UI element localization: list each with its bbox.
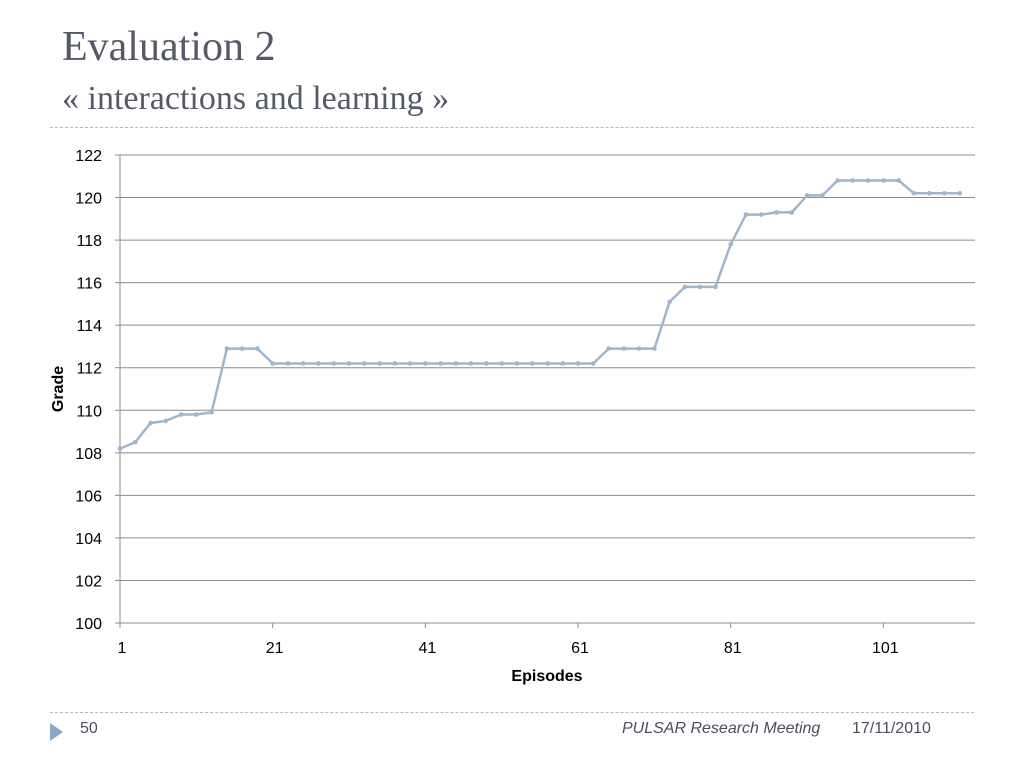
data-point [529,361,535,366]
y-axis-label: Grade [50,366,67,412]
data-point [453,361,459,366]
data-point [285,361,291,366]
data-point [865,178,871,183]
data-point [591,361,596,366]
data-point [835,178,840,183]
data-point [850,178,856,183]
data-point [820,193,825,198]
data-point [148,420,153,426]
data-point [881,178,886,183]
data-point [652,346,657,351]
data-point [682,284,688,290]
slide-subtitle: « interactions and learning » [62,80,450,117]
y-tick-label: 106 [75,488,102,505]
x-tick-label: 1 [118,640,127,657]
data-point [804,193,810,198]
data-point [423,361,428,366]
data-point [438,361,443,366]
data-point [407,361,413,366]
data-point [117,446,123,451]
gridlines [120,154,975,581]
y-tick-label: 112 [76,361,102,378]
title-divider [50,127,974,128]
y-tick-labels: 100 102 104 106 108 110 112 114 116 118 120 122 [75,148,102,633]
footer-divider [50,712,974,713]
y-tick-label: 102 [75,573,102,590]
x-tick-label: 61 [571,640,589,657]
data-point [224,346,230,351]
data-point [728,242,734,247]
data-point [758,212,764,217]
y-tick-label: 108 [75,446,102,463]
slide-title: Evaluation 2 [62,24,276,70]
data-point [132,439,138,445]
data-point [468,361,474,366]
meeting-name: PULSAR Research Meeting [622,720,821,737]
data-point [316,361,321,366]
data-point [346,361,352,366]
data-point [713,284,718,290]
data-point [560,361,566,366]
y-tick-label: 100 [75,616,102,633]
x-tick-labels: 1 21 41 61 81 101 [118,640,899,657]
y-tick-label: 118 [76,233,102,250]
y-tick-label: 120 [75,191,102,208]
data-point [774,210,779,215]
data-point [331,361,337,366]
x-tick-label: 41 [418,640,436,657]
series-grade [117,178,963,451]
data-point [178,412,184,417]
data-point [255,346,260,351]
x-tick-label: 21 [266,640,284,657]
data-point [606,346,611,351]
page-number: 50 [80,720,98,737]
data-point [942,190,947,196]
data-point [377,361,382,366]
data-point [911,190,917,196]
y-tick-label: 122 [75,148,102,165]
data-point [575,361,581,366]
data-point [209,410,214,415]
data-point [789,210,795,215]
line-chart: 100 102 104 106 108 110 112 114 116 118 120 122 1 21… [50,148,975,685]
data-point [163,418,169,424]
y-tick-label: 116 [76,276,102,293]
play-triangle-icon[interactable] [50,723,63,741]
data-point [697,284,703,290]
data-point [926,190,932,196]
meeting-date: 17/11/2010 [852,720,931,737]
y-tick-label: 110 [76,403,102,420]
data-point [545,361,550,366]
y-tick-label: 114 [76,318,102,335]
data-point [239,346,245,351]
data-point [621,346,627,351]
series-line [119,179,960,450]
data-point [957,190,963,196]
axes [115,154,975,628]
data-point [361,361,367,366]
y-tick-label: 104 [75,531,102,548]
data-point [896,178,901,183]
data-point [636,346,642,351]
data-point [743,212,749,217]
data-point [270,361,275,366]
x-axis-label: Episodes [511,668,582,685]
x-tick-label: 101 [872,640,899,657]
data-point [514,361,520,366]
data-point [392,361,398,366]
data-point [499,361,504,366]
data-point [300,361,306,366]
data-point [484,361,489,366]
x-tick-label: 81 [724,640,742,657]
data-point [667,299,672,305]
data-point [194,412,199,417]
